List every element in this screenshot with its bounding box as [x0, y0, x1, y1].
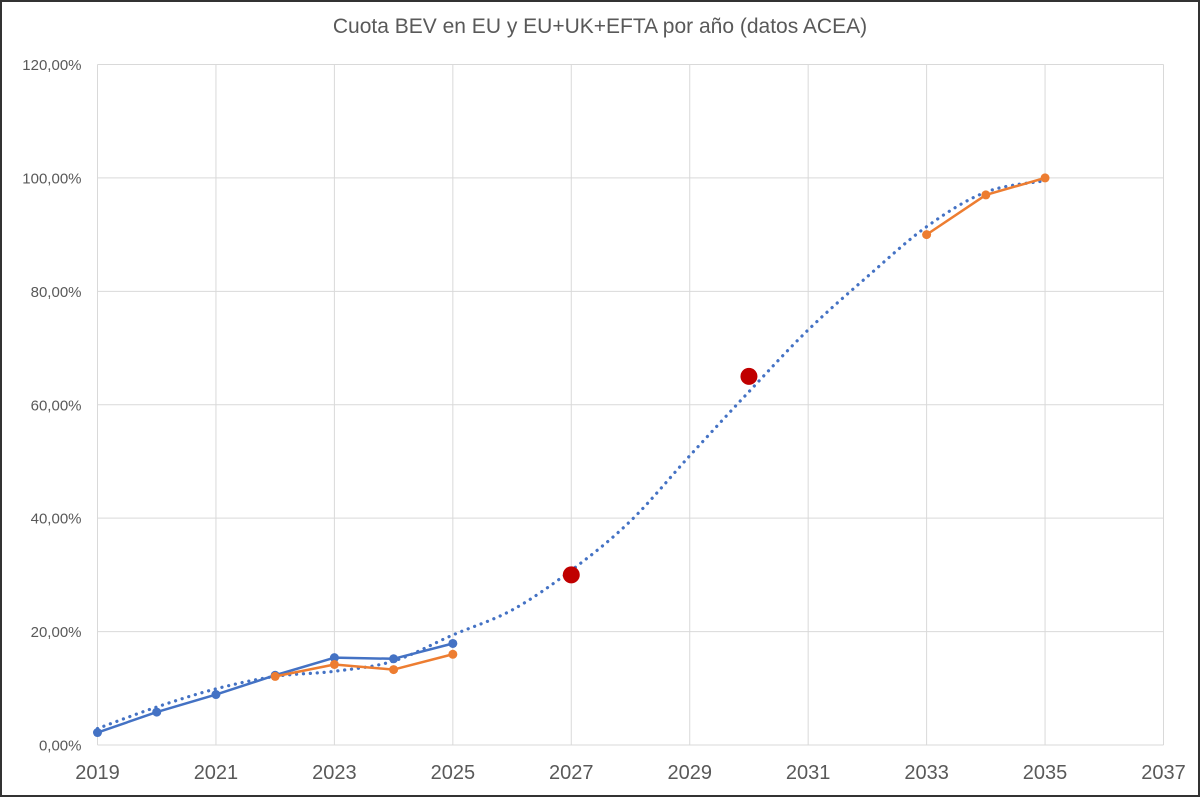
serie-azul-marker	[389, 654, 399, 664]
x-axis-tick-label: 2035	[1023, 762, 1068, 784]
serie-naranja-marker	[389, 665, 399, 675]
y-axis-tick-label: 40,00%	[31, 511, 82, 528]
serie-naranja-marker	[270, 671, 280, 681]
serie-naranja-line	[273, 653, 455, 678]
x-axis-tick-label: 2029	[667, 762, 712, 784]
serie-naranja-marker	[1040, 173, 1050, 183]
x-axis-tick-label: 2025	[431, 762, 476, 784]
x-axis-tick-label: 2037	[1141, 762, 1186, 784]
puntos-rojos-marker	[562, 566, 580, 584]
serie-azul-marker	[93, 728, 102, 738]
x-axis-tick-label: 2021	[194, 762, 239, 784]
puntos-rojos-marker	[740, 367, 758, 385]
serie-naranja-marker	[448, 649, 458, 659]
chart-title: Cuota BEV en EU y EU+UK+EFTA por año (da…	[332, 15, 868, 38]
y-axis-tick-label: 0,00%	[39, 738, 82, 755]
serie-naranja-line	[925, 176, 1047, 236]
x-axis-tick-label: 2027	[549, 762, 594, 784]
x-axis-tick-label: 2031	[786, 762, 831, 784]
y-axis-tick-label: 100,00%	[22, 170, 81, 187]
serie-naranja-marker	[981, 190, 991, 200]
x-axis-tick-label: 2019	[75, 762, 120, 784]
x-axis-tick-label: 2033	[904, 762, 949, 784]
y-axis-tick-label: 120,00%	[22, 57, 81, 74]
serie-naranja-marker	[329, 659, 339, 669]
serie-azul-line	[96, 642, 455, 734]
serie-naranja-marker	[922, 230, 932, 240]
serie-azul-marker	[152, 707, 162, 717]
y-axis-tick-label: 20,00%	[31, 624, 82, 641]
serie-azul-marker	[329, 653, 339, 663]
serie-azul-marker	[211, 690, 221, 700]
y-axis-tick-label: 60,00%	[31, 397, 82, 414]
serie-azul-marker	[448, 638, 458, 648]
y-axis-tick-label: 80,00%	[31, 284, 82, 301]
x-axis-tick-label: 2023	[312, 762, 357, 784]
